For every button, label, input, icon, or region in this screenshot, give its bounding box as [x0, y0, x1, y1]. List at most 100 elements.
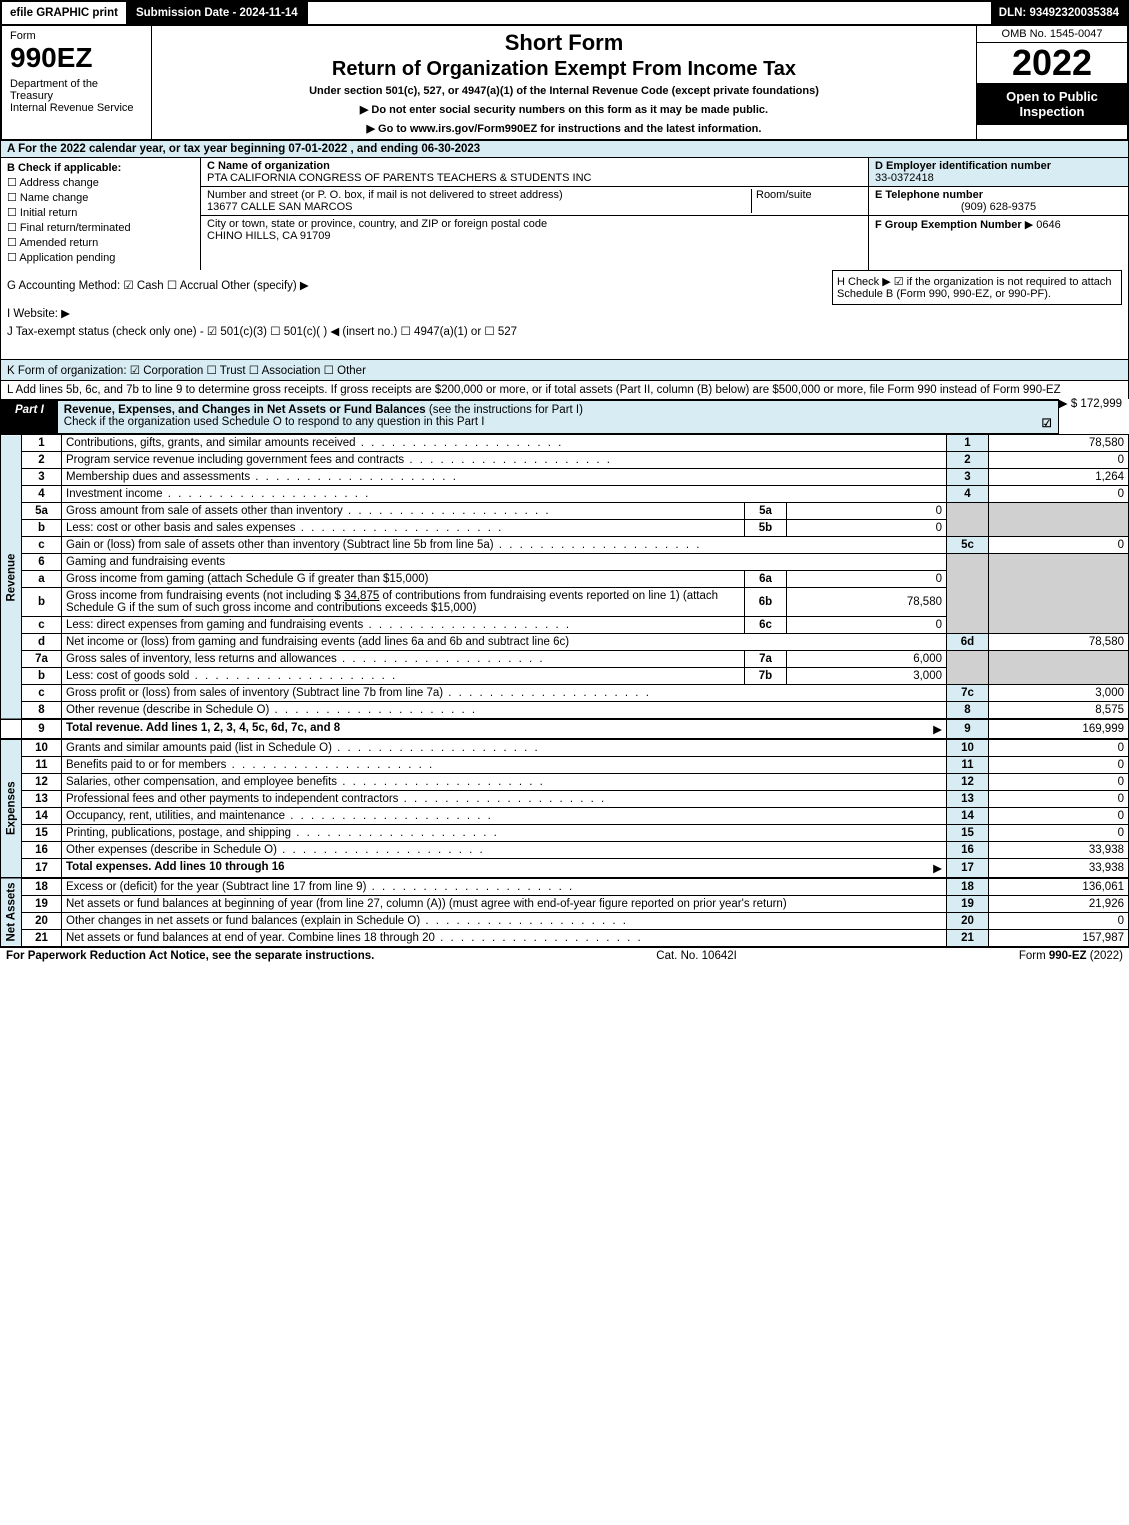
ln5b-desc: Less: cost or other basis and sales expe…	[62, 520, 745, 537]
check-final-return[interactable]: Final return/terminated	[7, 221, 194, 234]
ln15-rn: 15	[947, 825, 989, 842]
ln4-desc: Investment income	[62, 486, 947, 503]
ln2-rv: 0	[989, 452, 1129, 469]
check-name-change[interactable]: Name change	[7, 191, 194, 204]
ln8-rn: 8	[947, 702, 989, 720]
ln12-rn: 12	[947, 774, 989, 791]
ln5a-num: 5a	[22, 503, 62, 520]
col-c-org: C Name of organization PTA CALIFORNIA CO…	[201, 158, 868, 270]
ln6a-desc: Gross income from gaming (attach Schedul…	[62, 571, 745, 588]
table-row: 3 Membership dues and assessments 3 1,26…	[1, 469, 1129, 486]
col-b-title: B Check if applicable:	[7, 162, 194, 174]
line-l: L Add lines 5b, 6c, and 7b to line 9 to …	[0, 381, 1129, 399]
ln3-desc: Membership dues and assessments	[62, 469, 947, 486]
sidebar-expenses: Expenses	[1, 739, 22, 878]
check-address-change[interactable]: Address change	[7, 176, 194, 189]
form-number: 990EZ	[10, 42, 143, 74]
ln5c-rv: 0	[989, 537, 1129, 554]
part-i-checkbox-icon[interactable]: ☑	[1041, 416, 1051, 430]
top-bar: efile GRAPHIC print Submission Date - 20…	[0, 0, 1129, 24]
ln6-shade	[947, 554, 989, 634]
ln18-desc: Excess or (deficit) for the year (Subtra…	[62, 878, 947, 896]
city-cell: City or town, state or province, country…	[201, 216, 868, 244]
table-row: 5a Gross amount from sale of assets othe…	[1, 503, 1129, 520]
city-state-zip: CHINO HILLS, CA 91709	[207, 230, 331, 242]
table-row: c Gain or (loss) from sale of assets oth…	[1, 537, 1129, 554]
f-label: F Group Exemption Number	[875, 219, 1022, 231]
table-row: Expenses 10 Grants and similar amounts p…	[1, 739, 1129, 757]
subtitle-warning: ▶ Do not enter social security numbers o…	[160, 103, 968, 116]
ln10-rv: 0	[989, 739, 1129, 757]
line-i: I Website: ▶	[7, 306, 1122, 320]
addr-label: Number and street (or P. O. box, if mail…	[207, 189, 563, 201]
return-title: Return of Organization Exempt From Incom…	[160, 58, 968, 81]
address-cell: Number and street (or P. O. box, if mail…	[201, 187, 868, 216]
check-initial-return[interactable]: Initial return	[7, 206, 194, 219]
ln4-rv: 0	[989, 486, 1129, 503]
ln4-rn: 4	[947, 486, 989, 503]
check-amended-return[interactable]: Amended return	[7, 236, 194, 249]
ln13-rv: 0	[989, 791, 1129, 808]
ln16-num: 16	[22, 842, 62, 859]
ln2-desc: Program service revenue including govern…	[62, 452, 947, 469]
ln17-rn: 17	[947, 859, 989, 879]
form-label: Form	[10, 30, 143, 42]
efile-print[interactable]: efile GRAPHIC print	[2, 2, 128, 24]
ln7b-desc: Less: cost of goods sold	[62, 668, 745, 685]
org-name-cell: C Name of organization PTA CALIFORNIA CO…	[201, 158, 868, 187]
submission-date: Submission Date - 2024-11-14	[128, 2, 308, 24]
ln11-desc: Benefits paid to or for members	[62, 757, 947, 774]
ln7ab-shade	[947, 651, 989, 685]
header-right: OMB No. 1545-0047 2022 Open to Public In…	[977, 26, 1127, 139]
part-i-header: Part I Revenue, Expenses, and Changes in…	[0, 399, 1059, 434]
street-address: 13677 CALLE SAN MARCOS	[207, 201, 353, 213]
ein-value: 33-0372418	[875, 172, 934, 184]
group-exemption-value: ▶ 0646	[1025, 219, 1061, 231]
part-i-sub: (see the instructions for Part I)	[429, 404, 583, 416]
ln7ab-shade-val	[989, 651, 1129, 685]
ln6d-rv: 78,580	[989, 634, 1129, 651]
ln16-rv: 33,938	[989, 842, 1129, 859]
line-l-text: L Add lines 5b, 6c, and 7b to line 9 to …	[7, 384, 1061, 396]
ln2-rn: 2	[947, 452, 989, 469]
part-i-title: Revenue, Expenses, and Changes in Net As…	[58, 401, 1058, 433]
footer-left: For Paperwork Reduction Act Notice, see …	[6, 950, 374, 962]
check-application-pending[interactable]: Application pending	[7, 251, 194, 264]
table-row: 14 Occupancy, rent, utilities, and maint…	[1, 808, 1129, 825]
omb-number: OMB No. 1545-0047	[977, 26, 1127, 43]
part-i-label: Part I	[1, 401, 58, 433]
ln20-rn: 20	[947, 913, 989, 930]
city-label: City or town, state or province, country…	[207, 218, 547, 230]
ln5a-sv: 0	[787, 503, 947, 520]
ln6b-sv: 78,580	[787, 588, 947, 617]
ln7a-sn: 7a	[745, 651, 787, 668]
ln8-desc: Other revenue (describe in Schedule O)	[62, 702, 947, 720]
table-row: 9 Total revenue. Add lines 1, 2, 3, 4, 5…	[1, 719, 1129, 739]
ln17-num: 17	[22, 859, 62, 879]
header-left: Form 990EZ Department of the Treasury In…	[2, 26, 152, 139]
ln1-rv: 78,580	[989, 435, 1129, 452]
ln19-desc: Net assets or fund balances at beginning…	[62, 896, 947, 913]
ln6a-sn: 6a	[745, 571, 787, 588]
ln5b-sv: 0	[787, 520, 947, 537]
ln5ab-shade	[947, 503, 989, 537]
d-label: D Employer identification number	[875, 160, 1051, 172]
phone-value: (909) 628-9375	[875, 201, 1122, 213]
ln5b-num: b	[22, 520, 62, 537]
part-i-title-text: Revenue, Expenses, and Changes in Net As…	[64, 404, 426, 416]
header-center: Short Form Return of Organization Exempt…	[152, 26, 977, 139]
ln7c-desc: Gross profit or (loss) from sales of inv…	[62, 685, 947, 702]
line-k: K Form of organization: ☑ Corporation ☐ …	[0, 360, 1129, 381]
ln14-rv: 0	[989, 808, 1129, 825]
ln3-rn: 3	[947, 469, 989, 486]
ln7c-rn: 7c	[947, 685, 989, 702]
ln20-num: 20	[22, 913, 62, 930]
ln15-desc: Printing, publications, postage, and shi…	[62, 825, 947, 842]
table-row: 19 Net assets or fund balances at beginn…	[1, 896, 1129, 913]
ln3-rv: 1,264	[989, 469, 1129, 486]
ln6-desc: Gaming and fundraising events	[62, 554, 947, 571]
irs-link-text[interactable]: ▶ Go to www.irs.gov/Form990EZ for instru…	[367, 123, 762, 135]
part-i-table: Revenue 1 Contributions, gifts, grants, …	[0, 434, 1129, 947]
ln5c-desc: Gain or (loss) from sale of assets other…	[62, 537, 947, 554]
table-row: 20 Other changes in net assets or fund b…	[1, 913, 1129, 930]
